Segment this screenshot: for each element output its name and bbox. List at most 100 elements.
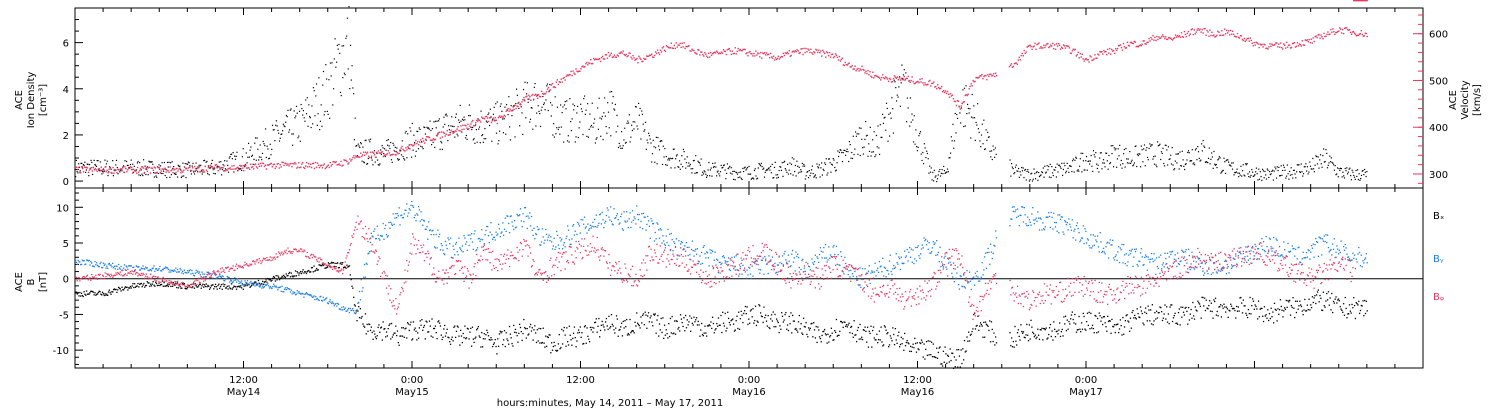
density-point xyxy=(1078,170,1080,172)
density-point xyxy=(254,137,257,139)
bx-point xyxy=(251,282,254,285)
density-point xyxy=(692,168,694,170)
density-point xyxy=(929,165,931,167)
density-point xyxy=(398,158,400,161)
bx-point xyxy=(267,278,270,280)
by-point xyxy=(231,282,234,284)
velocity-point xyxy=(122,167,124,169)
bx-point xyxy=(481,346,484,348)
density-point xyxy=(1279,175,1281,177)
bx-point xyxy=(1098,312,1100,314)
density-point xyxy=(278,140,281,142)
density-point xyxy=(411,122,413,125)
velocity-point xyxy=(175,171,177,174)
density-point xyxy=(851,157,854,160)
bx-point xyxy=(1188,319,1191,321)
velocity-point xyxy=(1290,46,1293,49)
density-point xyxy=(995,153,997,156)
bx-point xyxy=(1228,309,1230,311)
velocity-point xyxy=(187,169,189,172)
bx-point xyxy=(753,322,755,324)
velocity-point xyxy=(1178,35,1181,37)
density-point xyxy=(251,155,253,157)
velocity-point xyxy=(177,170,179,172)
density-point xyxy=(930,167,932,169)
velocity-point xyxy=(1074,48,1077,51)
velocity-point xyxy=(1040,45,1042,48)
density-point xyxy=(1147,159,1149,161)
bx-point xyxy=(509,333,512,335)
density-point xyxy=(1136,165,1138,168)
velocity-point xyxy=(1112,49,1115,52)
density-point xyxy=(226,160,228,162)
by-point xyxy=(288,288,291,290)
velocity-point xyxy=(1233,35,1236,37)
bx-point xyxy=(1241,312,1244,314)
density-point xyxy=(945,171,947,174)
bx-point xyxy=(1323,305,1325,307)
density-point xyxy=(151,161,153,163)
density-point xyxy=(394,146,396,148)
density-point xyxy=(1213,150,1215,153)
bx-point xyxy=(1219,304,1222,306)
bx-point xyxy=(888,346,890,348)
density-point xyxy=(324,110,326,113)
by-point xyxy=(245,281,247,284)
density-point xyxy=(1010,175,1012,177)
bx-point xyxy=(929,340,931,342)
density-point xyxy=(742,167,744,170)
density-point xyxy=(1292,177,1294,179)
by-point xyxy=(310,293,312,296)
bx-point xyxy=(820,341,822,343)
velocity-point xyxy=(527,98,529,100)
bx-point xyxy=(1278,308,1281,311)
density-point xyxy=(825,158,827,160)
by-point xyxy=(325,297,327,300)
density-point xyxy=(339,52,341,54)
density-point xyxy=(136,169,138,171)
density-point xyxy=(782,175,784,177)
bx-point xyxy=(883,325,886,327)
velocity-point xyxy=(1250,39,1252,42)
bx-point xyxy=(892,327,894,329)
bx-point xyxy=(522,332,524,335)
velocity-point xyxy=(1152,34,1154,37)
bx-point xyxy=(424,338,426,340)
by-point xyxy=(358,290,361,293)
density-point xyxy=(1135,145,1137,147)
bx-point xyxy=(578,331,581,334)
density-point xyxy=(406,157,408,159)
bx-point xyxy=(398,344,400,346)
density-point xyxy=(1309,161,1311,163)
velocity-point xyxy=(249,163,252,166)
bx-point xyxy=(980,323,982,326)
density-point xyxy=(1224,161,1226,163)
by-point xyxy=(120,265,122,268)
bx-point xyxy=(518,332,520,335)
bx-point xyxy=(994,344,996,346)
density-point xyxy=(1018,176,1020,178)
bx-point xyxy=(256,283,258,285)
density-point xyxy=(1024,169,1026,171)
bx-point xyxy=(1305,310,1308,312)
bx-point xyxy=(895,339,897,341)
by-point xyxy=(79,261,81,263)
density-point xyxy=(393,144,395,146)
density-point xyxy=(1162,147,1164,149)
velocity-point xyxy=(496,122,499,125)
velocity-point xyxy=(551,82,554,85)
by-point xyxy=(181,270,184,273)
by-point xyxy=(379,234,382,237)
velocity-point xyxy=(979,75,981,77)
velocity-point xyxy=(291,165,293,168)
bx-point xyxy=(230,283,233,285)
bx-point xyxy=(236,286,239,288)
density-point xyxy=(564,100,566,103)
density-point xyxy=(1255,167,1258,169)
bx-point xyxy=(853,320,855,322)
bx-point xyxy=(1064,315,1067,317)
velocity-point xyxy=(1144,42,1146,45)
by-point xyxy=(160,270,162,272)
velocity-point xyxy=(212,169,215,171)
velocity-point xyxy=(1130,41,1133,44)
